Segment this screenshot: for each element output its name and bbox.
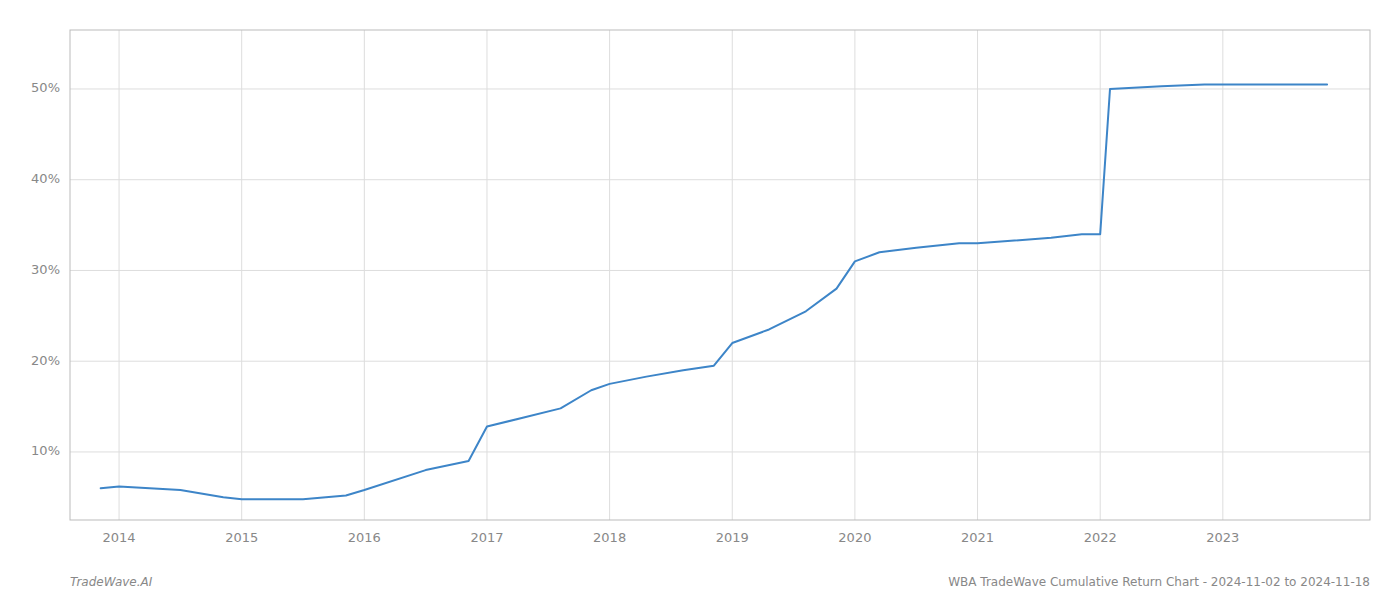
- x-grid-line: [609, 30, 610, 520]
- x-grid-line: [854, 30, 855, 520]
- line: [101, 84, 1327, 499]
- footer-right: WBA TradeWave Cumulative Return Chart - …: [948, 575, 1370, 589]
- y-grid-line: [70, 270, 1370, 271]
- y-tick-label: 50%: [31, 80, 60, 95]
- axes: 10% 20% 30% 40% 50% 2014 2015 2016 2017 2018 2019 2…: [31, 30, 1370, 545]
- y-grid-line: [70, 451, 1370, 452]
- x-grid-line: [486, 30, 487, 520]
- x-tick-label: 2017: [470, 530, 503, 545]
- y-grid-line: [70, 361, 1370, 362]
- grid: [70, 30, 1370, 520]
- x-tick-label: 2023: [1206, 530, 1239, 545]
- x-tick-label: 2022: [1084, 530, 1117, 545]
- chart: 10% 20% 30% 40% 50% 2014 2015 2016 2017 2018 2019 2…: [0, 0, 1400, 600]
- x-grid-line: [241, 30, 242, 520]
- x-grid-line: [732, 30, 733, 520]
- y-tick-label: 10%: [31, 443, 60, 458]
- x-grid-line: [364, 30, 365, 520]
- x-grid-line: [1100, 30, 1101, 520]
- x-grid-line: [977, 30, 978, 520]
- x-tick-label: 2019: [716, 530, 749, 545]
- x-tick-label: 2016: [348, 530, 381, 545]
- x-tick-label: 2021: [961, 530, 994, 545]
- y-tick-label: 30%: [31, 262, 60, 277]
- x-tick-label: 2015: [225, 530, 258, 545]
- y-grid-line: [70, 179, 1370, 180]
- y-grid-line: [70, 88, 1370, 89]
- x-grid-line: [119, 30, 120, 520]
- y-tick-label: 20%: [31, 353, 60, 368]
- x-tick-label: 2020: [838, 530, 871, 545]
- y-tick-label: 40%: [31, 171, 60, 186]
- x-tick-label: 2018: [593, 530, 626, 545]
- x-tick-label: 2014: [103, 530, 136, 545]
- plot-frame: [70, 30, 1370, 520]
- footer-left: TradeWave.AI: [70, 575, 153, 589]
- x-grid-line: [1222, 30, 1223, 520]
- plot-area: [101, 84, 1327, 499]
